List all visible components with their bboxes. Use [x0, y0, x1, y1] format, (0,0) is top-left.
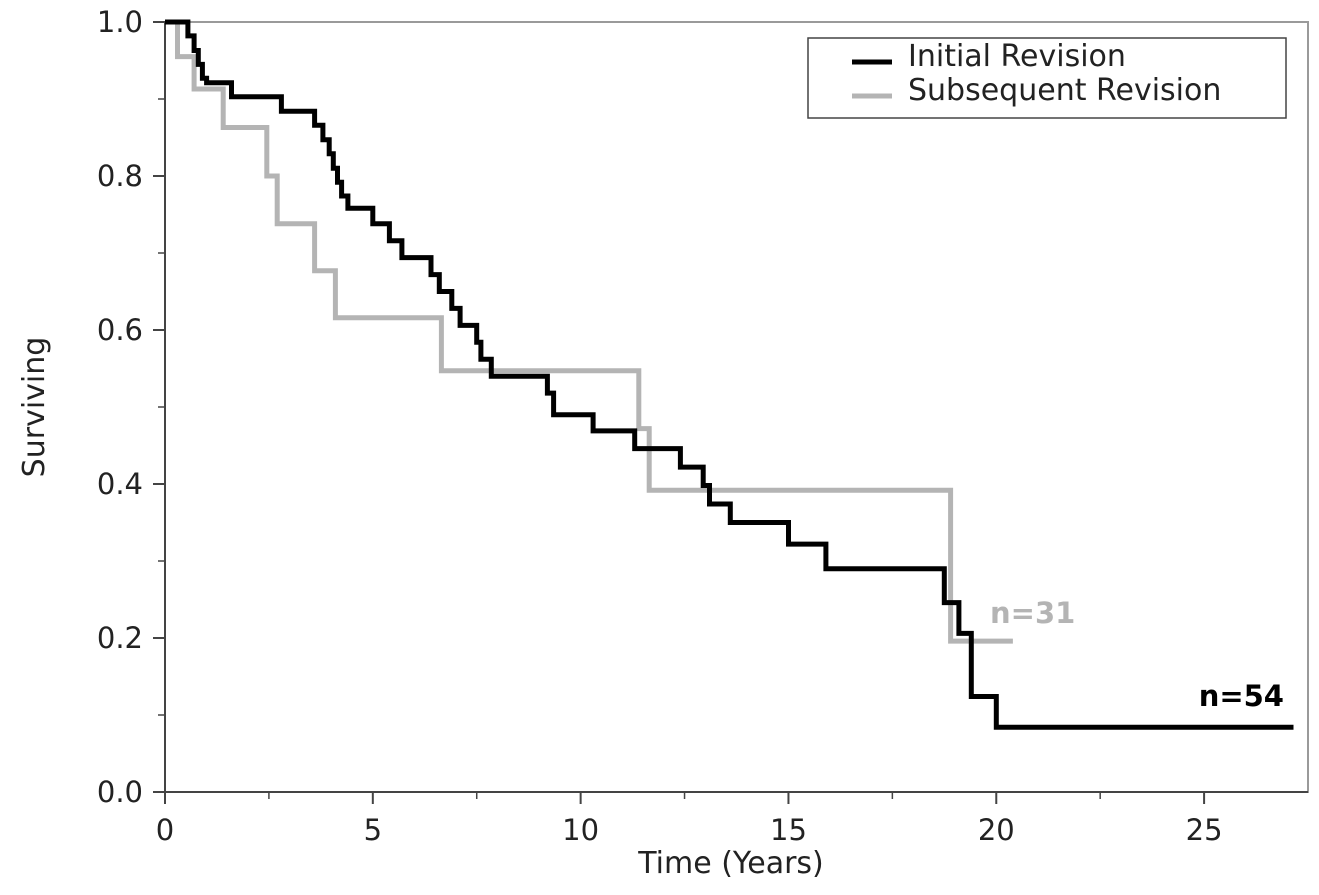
- x-tick-label: 15: [770, 813, 807, 847]
- legend: Initial Revision Subsequent Revision: [807, 37, 1287, 119]
- y-tick-label: 0.0: [97, 775, 143, 809]
- x-tick-label: 25: [1186, 813, 1223, 847]
- series-line-subsequent-revision: [165, 19, 1013, 644]
- x-tick-label: 5: [364, 813, 382, 847]
- y-tick-label: 0.4: [97, 467, 143, 501]
- n-label-subsequent: n=31: [990, 596, 1075, 630]
- y-tick-label: 0.8: [97, 159, 143, 193]
- y-axis: 0.0 0.2 0.4 0.6 0.8 1.0: [97, 5, 166, 809]
- series-layer: [165, 19, 1294, 730]
- y-tick-label: 1.0: [97, 5, 143, 39]
- n-label-initial: n=54: [1199, 679, 1284, 713]
- x-tick-label: 0: [156, 813, 174, 847]
- legend-label-subsequent: Subsequent Revision: [908, 73, 1221, 108]
- y-tick-label: 0.6: [97, 313, 143, 347]
- y-tick-label: 0.2: [97, 621, 143, 655]
- legend-box: [807, 37, 1287, 119]
- x-axis: 0 5 10 15 20 25: [156, 791, 1308, 847]
- legend-label-initial: Initial Revision: [908, 39, 1126, 74]
- x-axis-title: Time (Years): [637, 846, 824, 881]
- series-line-initial-revision: [165, 19, 1294, 730]
- y-axis-title: Surviving: [17, 337, 52, 478]
- x-tick-label: 20: [978, 813, 1015, 847]
- plot-frame: [164, 21, 1309, 793]
- x-tick-label: 10: [562, 813, 599, 847]
